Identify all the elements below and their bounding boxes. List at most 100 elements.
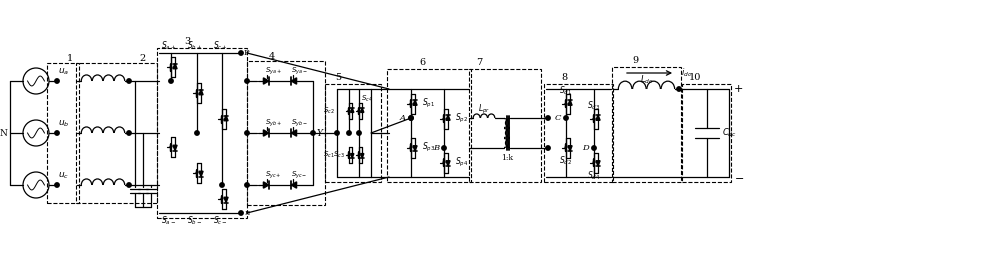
- Text: $S_{yc-}$: $S_{yc-}$: [291, 169, 308, 181]
- Text: 1:k: 1:k: [501, 154, 513, 162]
- Text: $-$: $-$: [734, 172, 744, 182]
- Text: $L_{pr}$: $L_{pr}$: [478, 102, 490, 115]
- Bar: [247, 61, 325, 205]
- Polygon shape: [413, 146, 417, 151]
- Polygon shape: [291, 182, 297, 188]
- Text: $S_{ya+}$: $S_{ya+}$: [265, 65, 282, 77]
- Text: $S_{a+}$: $S_{a+}$: [161, 40, 177, 52]
- Text: 1: 1: [67, 54, 73, 63]
- Circle shape: [677, 87, 681, 91]
- Text: $S_{yc+}$: $S_{yc+}$: [265, 169, 282, 181]
- Text: 2: 2: [139, 54, 145, 63]
- Text: $S_{d2}$: $S_{d2}$: [559, 154, 573, 167]
- Circle shape: [592, 146, 596, 150]
- Circle shape: [245, 183, 249, 187]
- Bar: [469, 69, 541, 182]
- Circle shape: [245, 79, 249, 83]
- Text: +: +: [734, 84, 743, 94]
- Polygon shape: [361, 108, 364, 113]
- Polygon shape: [361, 153, 364, 158]
- Polygon shape: [263, 182, 269, 188]
- Bar: [387, 69, 471, 182]
- Polygon shape: [596, 161, 600, 166]
- Polygon shape: [351, 108, 354, 113]
- Text: P: P: [244, 49, 250, 57]
- Circle shape: [546, 146, 550, 150]
- Polygon shape: [568, 100, 572, 105]
- Circle shape: [245, 131, 249, 135]
- Polygon shape: [199, 89, 203, 95]
- Text: 3: 3: [184, 37, 190, 46]
- Polygon shape: [446, 161, 450, 166]
- Text: A: A: [400, 114, 406, 122]
- Circle shape: [127, 131, 131, 135]
- Text: $S_{ya-}$: $S_{ya-}$: [291, 65, 308, 77]
- Circle shape: [195, 131, 199, 135]
- Circle shape: [55, 131, 59, 135]
- Polygon shape: [224, 197, 228, 202]
- Text: $C_{dc}$: $C_{dc}$: [722, 127, 737, 139]
- Text: $S_{c-}$: $S_{c-}$: [213, 215, 227, 227]
- Text: $S_{c1}$: $S_{c1}$: [323, 150, 335, 160]
- Polygon shape: [263, 130, 269, 136]
- Text: $S_{p4}$: $S_{p4}$: [455, 156, 468, 169]
- Polygon shape: [446, 115, 450, 120]
- Circle shape: [127, 79, 131, 83]
- Circle shape: [347, 131, 351, 135]
- Text: C: C: [555, 114, 561, 122]
- Text: $S_{d1}$: $S_{d1}$: [559, 84, 573, 97]
- Text: $S_{p1}$: $S_{p1}$: [422, 97, 435, 110]
- Text: 10: 10: [689, 73, 701, 82]
- Text: $S_{b-}$: $S_{b-}$: [187, 215, 203, 227]
- Polygon shape: [291, 78, 297, 84]
- Bar: [612, 67, 681, 182]
- Text: $S_{p2}$: $S_{p2}$: [455, 112, 468, 125]
- Text: N: N: [0, 128, 7, 138]
- Circle shape: [564, 116, 568, 120]
- Text: D: D: [582, 144, 589, 152]
- Circle shape: [442, 146, 446, 150]
- Circle shape: [409, 116, 413, 120]
- Circle shape: [220, 183, 224, 187]
- Text: $u_c$: $u_c$: [58, 171, 70, 181]
- Text: $S_{c+}$: $S_{c+}$: [213, 40, 227, 52]
- Circle shape: [55, 183, 59, 187]
- Text: 9: 9: [632, 56, 638, 65]
- Text: n: n: [244, 209, 249, 217]
- Circle shape: [239, 51, 243, 55]
- Text: $S_{p3}$: $S_{p3}$: [422, 141, 435, 154]
- Polygon shape: [596, 115, 600, 120]
- Polygon shape: [291, 130, 297, 136]
- Text: 6: 6: [419, 58, 425, 67]
- Polygon shape: [351, 153, 354, 158]
- Bar: [325, 84, 381, 182]
- Text: $S_{yb+}$: $S_{yb+}$: [265, 117, 282, 129]
- Bar: [544, 84, 613, 182]
- Circle shape: [546, 116, 550, 120]
- Text: 7: 7: [476, 58, 482, 67]
- Text: $L_{dc}$: $L_{dc}$: [640, 74, 653, 86]
- Bar: [47, 63, 79, 203]
- Circle shape: [409, 116, 413, 120]
- Circle shape: [311, 131, 315, 135]
- Text: 8: 8: [561, 73, 567, 82]
- Polygon shape: [224, 115, 228, 121]
- Polygon shape: [199, 171, 203, 177]
- Text: 5: 5: [335, 73, 341, 82]
- Text: Y: Y: [317, 128, 323, 138]
- Text: $S_{c2}$: $S_{c2}$: [323, 106, 335, 116]
- Polygon shape: [263, 78, 269, 84]
- Circle shape: [357, 131, 361, 135]
- Text: $S_{d4}$: $S_{d4}$: [587, 169, 601, 182]
- Text: $S_{c3}$: $S_{c3}$: [333, 150, 345, 160]
- Bar: [76, 63, 157, 203]
- Text: $u_a$: $u_a$: [58, 67, 70, 77]
- Text: B: B: [433, 144, 439, 152]
- Bar: [682, 84, 731, 182]
- Circle shape: [239, 211, 243, 215]
- Text: 4: 4: [269, 52, 275, 61]
- Polygon shape: [568, 146, 572, 151]
- Polygon shape: [173, 64, 177, 69]
- Text: $i_{dc}$: $i_{dc}$: [681, 67, 692, 79]
- Circle shape: [55, 79, 59, 83]
